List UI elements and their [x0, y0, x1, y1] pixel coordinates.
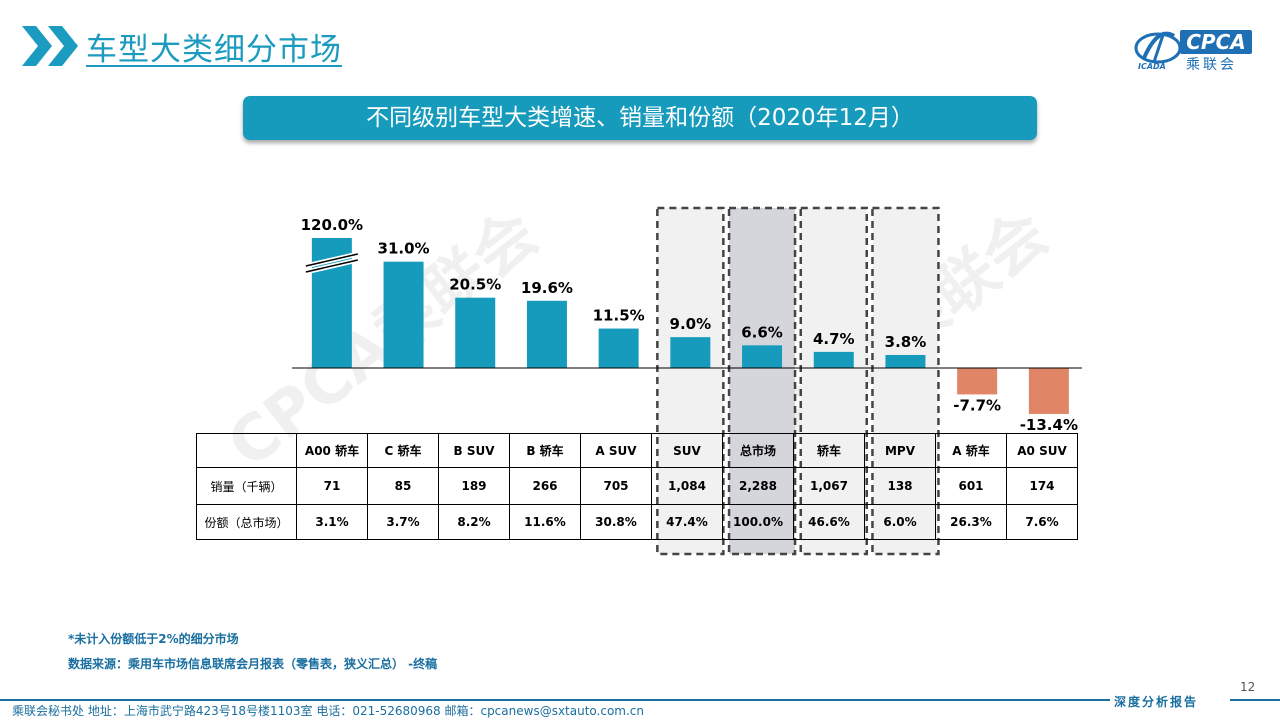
table-cell: 100.0%	[722, 504, 794, 540]
table-header-cell: B 轿车	[509, 433, 581, 468]
footer-divider	[0, 699, 1280, 701]
data-label: -7.7%	[953, 396, 1001, 414]
table-header-cell: A SUV	[580, 433, 652, 468]
data-label: 31.0%	[378, 240, 430, 258]
table-cell: 138	[864, 467, 936, 505]
table-cell: 11.6%	[509, 504, 581, 540]
table-cell: 3.1%	[296, 504, 368, 540]
table-cell: 30.8%	[580, 504, 652, 540]
table-row: 份额（总市场） 3.1% 3.7% 8.2% 11.6% 30.8% 47.4% 100.0%…	[196, 504, 1078, 540]
bar-3	[455, 297, 496, 368]
table-cell: 26.3%	[935, 504, 1007, 540]
bar-11	[1028, 368, 1069, 414]
table-cell: 47.4%	[651, 504, 723, 540]
bar-5	[598, 328, 639, 368]
table-header-cell: MPV	[864, 433, 936, 468]
bar-9	[885, 354, 926, 368]
table-header-cell: SUV	[651, 433, 723, 468]
table-row-label: 销量（千辆）	[196, 467, 297, 505]
table-cell: 2,288	[722, 467, 794, 505]
table-cell: 46.6%	[793, 504, 865, 540]
bar-7	[742, 345, 783, 368]
data-label: 20.5%	[449, 276, 501, 294]
table-corner-cell	[196, 433, 297, 468]
table-header-cell: A0 SUV	[1006, 433, 1078, 468]
table-cell: 705	[580, 467, 652, 505]
page-title: 车型大类细分市场	[86, 32, 342, 68]
bar-2	[383, 261, 424, 368]
logo-subtitle: 乘联会	[1186, 57, 1237, 73]
table-cell: 1,084	[651, 467, 723, 505]
table-cell: 3.7%	[367, 504, 439, 540]
data-label: 120.0%	[301, 216, 363, 234]
table-header-row: A00 轿车 C 轿车 B SUV B 轿车 A SUV SUV 总市场 轿车 MPV A 轿车 A…	[196, 433, 1078, 468]
table-row-label: 份额（总市场）	[196, 504, 297, 540]
table-cell: 189	[438, 467, 510, 505]
table-cell: 6.0%	[864, 504, 936, 540]
table-header-cell: C 轿车	[367, 433, 439, 468]
table-header-cell: 轿车	[793, 433, 865, 468]
table-header-cell: 总市场	[722, 433, 794, 468]
footer-report-label: 深度分析报告	[1114, 695, 1199, 709]
bar-6	[670, 337, 711, 368]
bar-8	[813, 351, 854, 368]
table-row: 销量（千辆） 71 85 189 266 705 1,084 2,288 1,067 138 601…	[196, 467, 1078, 505]
table-header-cell: A 轿车	[935, 433, 1007, 468]
data-label: 3.8%	[885, 333, 927, 351]
data-table: A00 轿车 C 轿车 B SUV B 轿车 A SUV SUV 总市场 轿车 MPV A 轿车 A…	[196, 433, 1078, 540]
footnote: *未计入份额低于2%的细分市场	[68, 632, 239, 646]
data-source-note: 数据来源：乘用车市场信息联席会月报表（零售表，狭义汇总） -终稿	[68, 657, 438, 671]
data-label: 9.0%	[670, 315, 712, 333]
table-header-cell: A00 轿车	[296, 433, 368, 468]
table-cell: 1,067	[793, 467, 865, 505]
table-cell: 266	[509, 467, 581, 505]
data-label: 19.6%	[521, 279, 573, 297]
data-label: 6.6%	[741, 323, 783, 341]
table-cell: 7.6%	[1006, 504, 1078, 540]
page-number: 12	[1240, 680, 1256, 694]
table-cell: 601	[935, 467, 1007, 505]
data-label: 11.5%	[593, 307, 645, 325]
table-cell: 85	[367, 467, 439, 505]
axis-break-line	[305, 253, 359, 273]
table-cell: 8.2%	[438, 504, 510, 540]
logo-small-text: ICADA	[1138, 62, 1166, 71]
bar-4	[526, 300, 567, 368]
chevron-arrows-icon	[22, 26, 78, 66]
table-cell: 71	[296, 467, 368, 505]
logo-text: CPCA	[1180, 30, 1252, 54]
table-header-cell: B SUV	[438, 433, 510, 468]
bar-10	[957, 368, 998, 395]
data-label: -13.4%	[1020, 416, 1078, 434]
footer-contact: 乘联会秘书处 地址：上海市武宁路423号18号楼1103室 电话：021-526…	[12, 704, 645, 718]
chart-title-banner: 不同级别车型大类增速、销量和份额（2020年12月）	[243, 96, 1037, 140]
table-cell: 174	[1006, 467, 1078, 505]
data-label: 4.7%	[813, 330, 855, 348]
